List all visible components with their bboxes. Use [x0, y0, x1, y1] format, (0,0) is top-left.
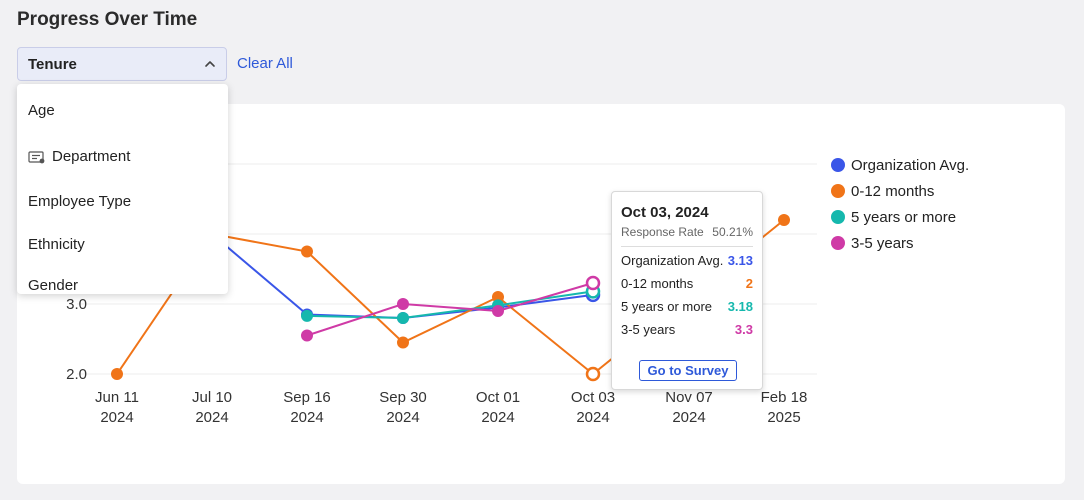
tooltip-response-rate-label: Response Rate — [621, 225, 704, 239]
x-tick-label: Feb 18 — [761, 389, 808, 406]
x-tick-label: Sep 30 — [379, 389, 427, 406]
x-tick-label: 2024 — [672, 409, 705, 426]
data-point — [492, 305, 504, 317]
legend-swatch — [831, 158, 845, 172]
x-tick-label: 2024 — [481, 409, 514, 426]
x-tick-label: 2024 — [100, 409, 133, 426]
legend-item[interactable]: Organization Avg. — [831, 152, 969, 178]
tooltip-row-value: 3.18 — [727, 299, 753, 314]
page-title: Progress Over Time — [17, 9, 198, 30]
filter-dropdown-menu: Age Department Employee Type Ethnicity G… — [17, 84, 228, 294]
y-tick-label: 3.0 — [66, 296, 87, 313]
dropdown-option-label: Age — [28, 102, 55, 119]
tooltip-row-5-years-or-more: 5 years or more 3.18 — [621, 299, 753, 317]
x-tick-label: 2025 — [767, 409, 800, 426]
tooltip-row-0-12-months: 0-12 months 2 — [621, 276, 753, 294]
legend-item[interactable]: 0-12 months — [831, 178, 969, 204]
series-line — [306, 282, 594, 337]
tooltip-response-rate-value: 50.21% — [712, 225, 753, 239]
tooltip-row-label: Organization Avg. — [621, 253, 724, 268]
tooltip-row-label: 5 years or more — [621, 299, 713, 314]
tenure-filter-select[interactable]: Tenure — [17, 47, 227, 81]
dropdown-option-label: Gender — [28, 277, 79, 294]
dropdown-option-label: Employee Type — [28, 193, 132, 210]
x-tick-label: Oct 01 — [476, 389, 520, 406]
dropdown-option-employee-type[interactable]: Employee Type — [28, 193, 131, 210]
x-tick-label: Jul 10 — [192, 389, 232, 406]
series-line — [306, 290, 594, 320]
legend-label: 3-5 years — [851, 234, 914, 252]
data-point — [585, 275, 601, 291]
go-to-survey-button[interactable]: Go to Survey — [639, 360, 737, 381]
x-tick-label: Sep 16 — [283, 389, 331, 406]
tooltip-row-3-5-years: 3-5 years 3.3 — [621, 322, 753, 340]
x-tick-label: 2024 — [386, 409, 419, 426]
tooltip-row-label: 3-5 years — [621, 322, 676, 337]
tooltip-row-value: 2 — [745, 276, 753, 291]
legend-swatch — [831, 236, 845, 250]
dropdown-option-department[interactable]: Department — [28, 148, 130, 165]
data-point — [492, 291, 504, 303]
data-point — [397, 298, 409, 310]
data-point — [778, 214, 790, 226]
data-point — [301, 329, 313, 342]
dropdown-option-label: Ethnicity — [28, 236, 85, 253]
tooltip-row-value: 3.13 — [727, 253, 753, 268]
chart-tooltip: Oct 03, 2024 Response Rate 50.21% Organi… — [611, 191, 763, 390]
x-tick-label: Oct 03 — [571, 389, 615, 406]
data-point — [301, 309, 313, 322]
tooltip-date: Oct 03, 2024 — [621, 204, 709, 221]
data-point — [585, 366, 601, 382]
legend-label: 0-12 months — [851, 182, 935, 200]
legend-swatch — [831, 210, 845, 224]
tooltip-row-organization-avg: Organization Avg. 3.13 — [621, 253, 753, 271]
legend-item[interactable]: 3-5 years — [831, 230, 969, 256]
dropdown-option-gender[interactable]: Gender — [28, 277, 78, 294]
dropdown-option-age[interactable]: Age — [28, 102, 55, 119]
chevron-up-icon — [205, 61, 215, 67]
legend-label: Organization Avg. — [851, 156, 970, 174]
data-point — [397, 312, 409, 324]
data-point — [111, 368, 123, 380]
legend-label: 5 years or more — [851, 208, 957, 226]
dropdown-option-ethnicity[interactable]: Ethnicity — [28, 236, 85, 253]
data-point — [301, 245, 313, 258]
x-tick-label: 2024 — [195, 409, 228, 426]
tooltip-divider — [621, 246, 753, 247]
legend-swatch — [831, 184, 845, 198]
legend-item[interactable]: 5 years or more — [831, 204, 969, 230]
x-tick-label: Nov 07 — [665, 389, 713, 406]
x-tick-label: 2024 — [576, 409, 609, 426]
data-point — [397, 336, 409, 349]
tooltip-row-value: 3.3 — [734, 322, 753, 337]
tooltip-row-label: 0-12 months — [621, 276, 694, 291]
y-tick-label: 2.0 — [66, 366, 87, 383]
x-tick-label: Jun 11 — [95, 389, 139, 406]
clear-all-link[interactable]: Clear All — [237, 55, 293, 72]
dropdown-option-label: Department — [52, 148, 131, 165]
x-tick-label: 2024 — [290, 409, 323, 426]
chart-legend: Organization Avg. 0-12 months 5 years or m… — [831, 152, 969, 256]
filter-selected-label: Tenure — [28, 55, 77, 73]
department-icon — [28, 150, 45, 163]
